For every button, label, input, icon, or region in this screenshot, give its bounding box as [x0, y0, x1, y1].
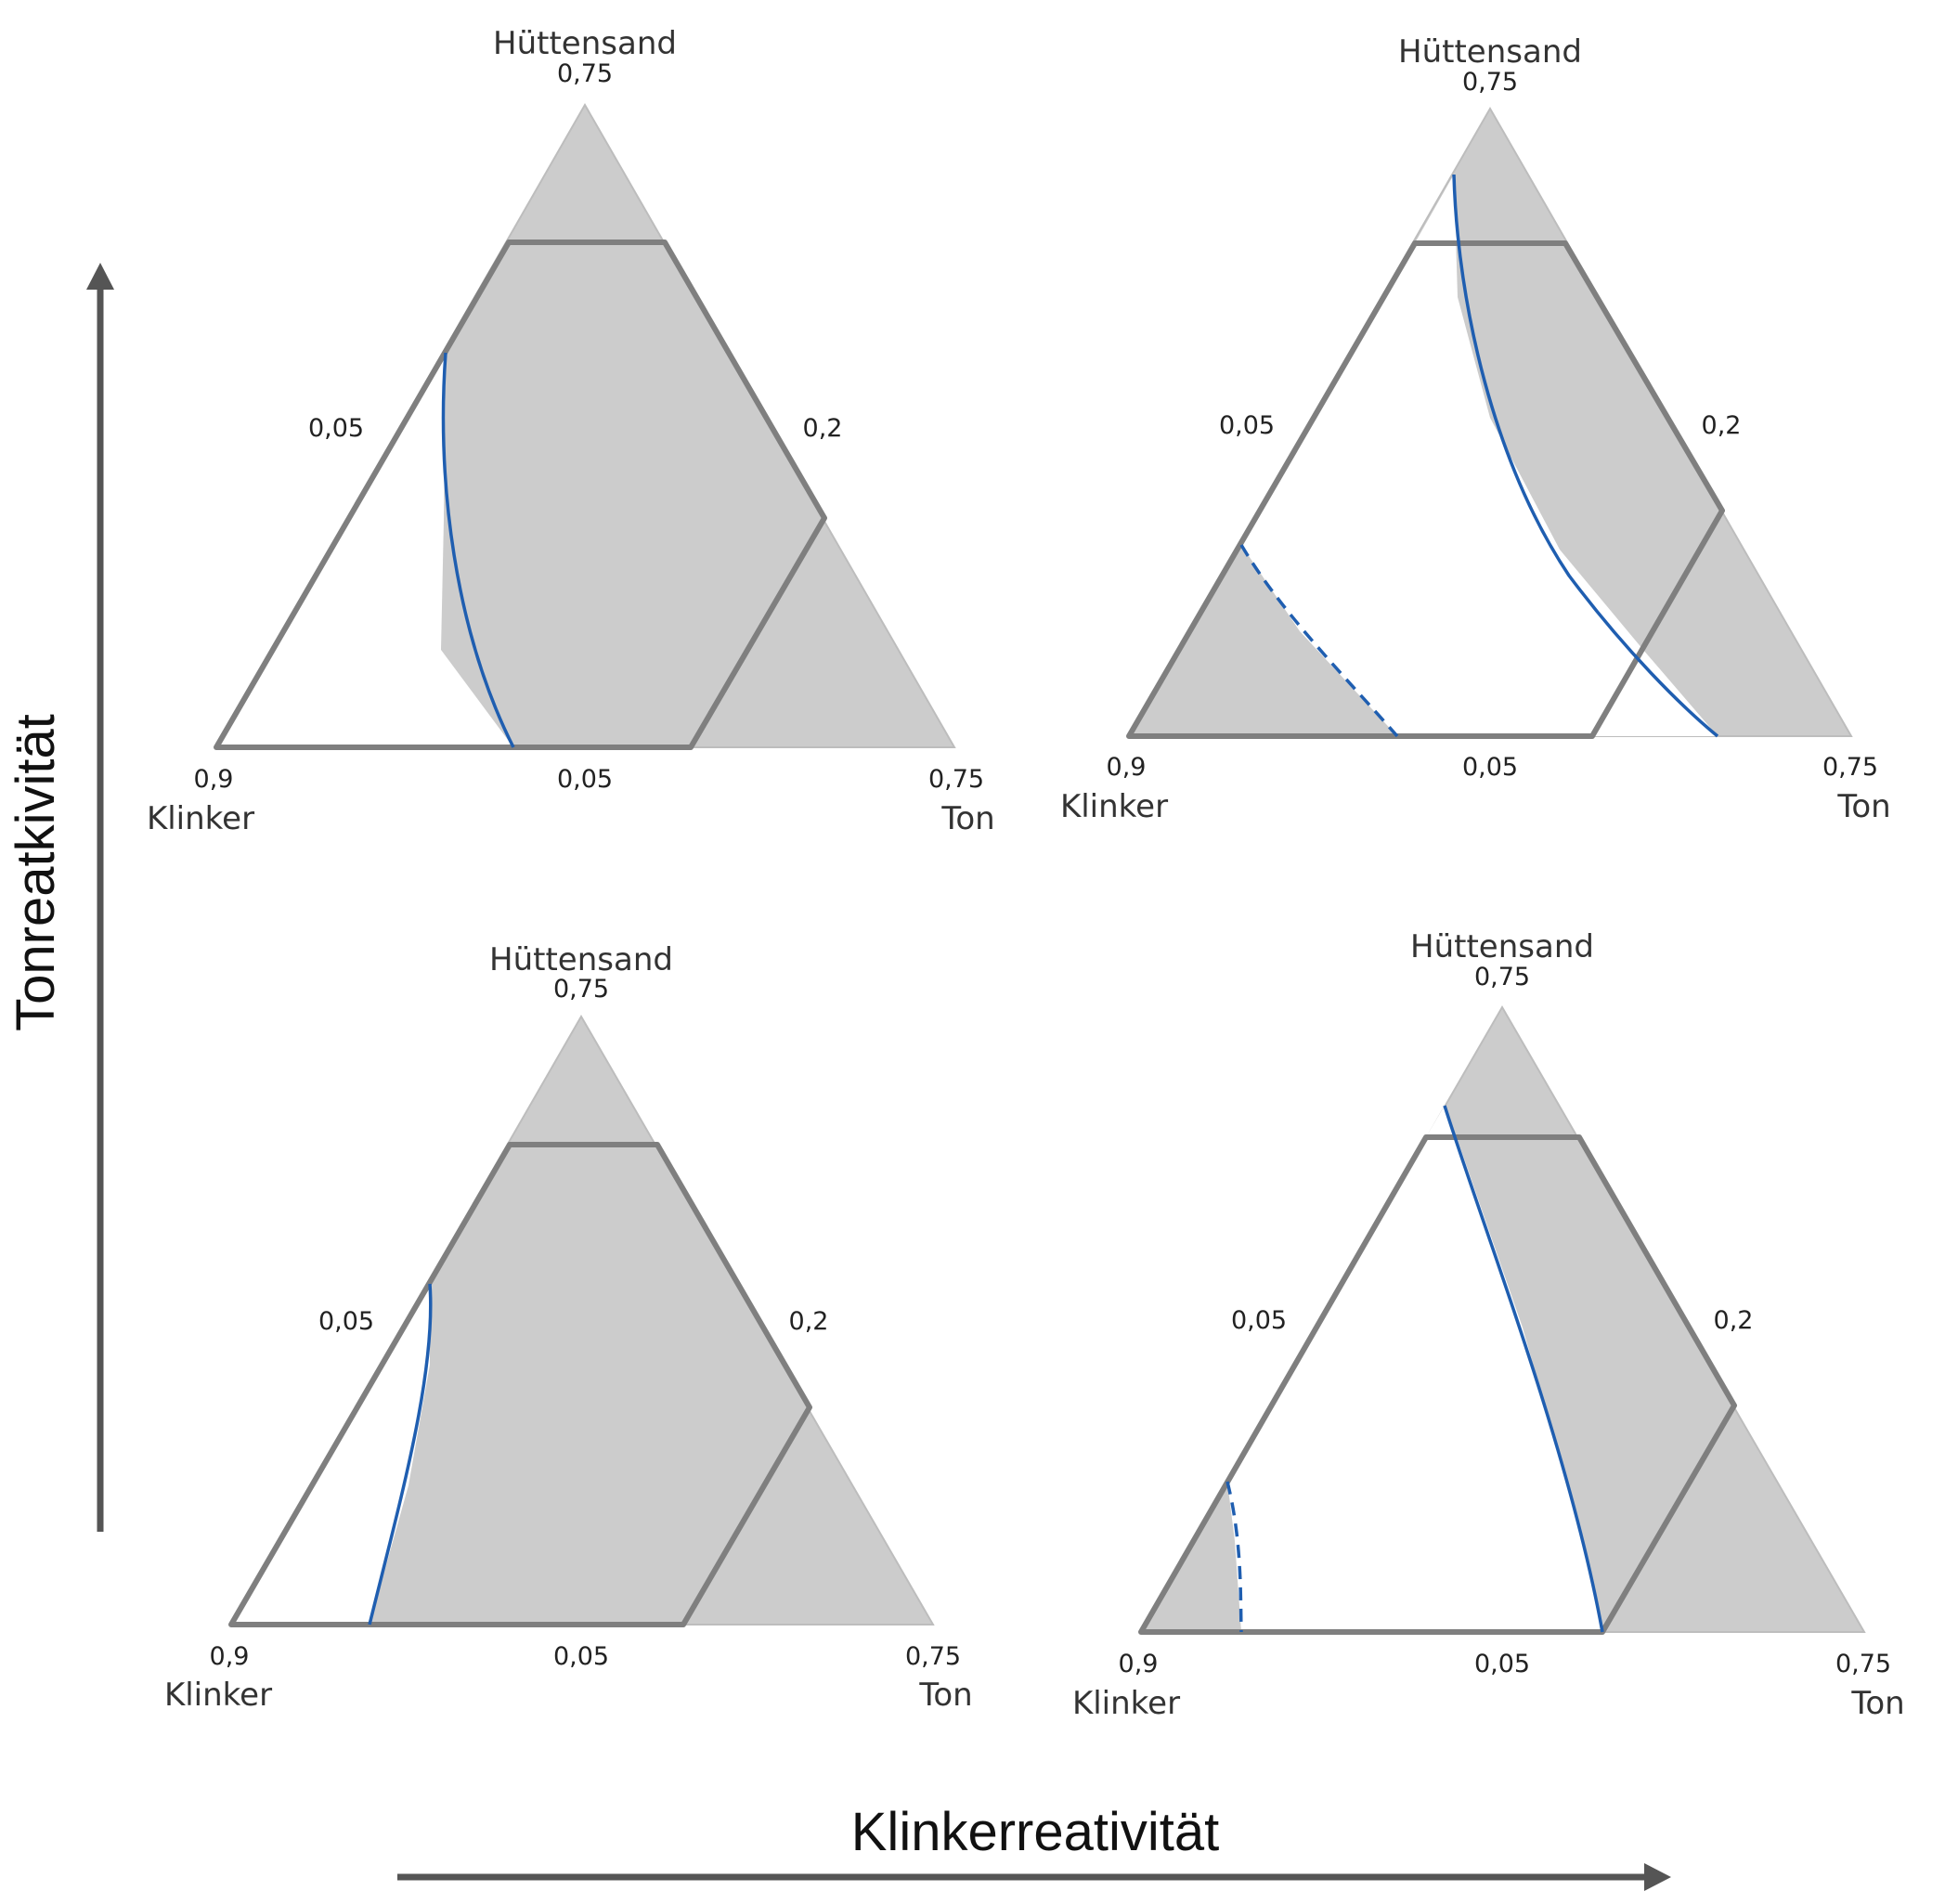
panel-2: Hüttensand 0,75 0,05 0,2 0,9 0,05 0,75 K… [1060, 33, 1891, 825]
feasible-region-boundary [1138, 1134, 1737, 1635]
tick-bottom-left: 0,9 [194, 765, 234, 794]
tick-bottom-right: 0,75 [905, 1642, 961, 1671]
panel-1: Hüttensand 0,75 0,05 0,2 0,9 0,05 0,75 K… [147, 25, 995, 837]
tick-left-edge: 0,05 [318, 1307, 374, 1336]
panel-3: Hüttensand 0,75 0,05 0,2 0,9 0,05 0,75 K… [164, 941, 973, 1714]
tick-bottom-mid: 0,05 [1462, 753, 1518, 782]
vertex-label-left: Klinker [1060, 788, 1168, 825]
tick-left-edge: 0,05 [308, 414, 364, 443]
tick-top: 0,75 [1462, 68, 1518, 97]
tick-bottom-right: 0,75 [1835, 1650, 1891, 1678]
vertex-label-left: Klinker [164, 1677, 272, 1714]
tick-top: 0,75 [553, 975, 609, 1004]
y-axis-title: Tonreatkivität [6, 714, 66, 1031]
tick-right-edge: 0,2 [803, 414, 843, 443]
vertex-label-top: Hüttensand [1410, 928, 1594, 965]
vertex-label-right: Ton [918, 1677, 972, 1714]
x-axis-title: Klinkerreativität [851, 1802, 1219, 1862]
feasible-region-white [216, 350, 513, 747]
tick-bottom-right: 0,75 [928, 765, 984, 794]
tick-left-edge: 0,05 [1231, 1306, 1287, 1335]
limit-curve-dashed [1239, 544, 1399, 738]
tick-bottom-mid: 0,05 [1474, 1650, 1530, 1678]
tick-bottom-right: 0,75 [1822, 753, 1878, 782]
feasible-region-boundary [228, 1142, 812, 1627]
vertex-label-top: Hüttensand [489, 941, 673, 978]
tick-bottom-mid: 0,05 [553, 1642, 609, 1671]
vertex-label-right: Ton [1836, 788, 1890, 825]
limit-curve [1452, 174, 1719, 738]
feasible-region-white [1241, 175, 1643, 736]
tick-left-edge: 0,05 [1219, 411, 1275, 440]
feasible-region-white-tip [1415, 175, 1459, 243]
feasible-region-white-corner [1592, 650, 1718, 736]
tick-bottom-left: 0,9 [1107, 753, 1147, 782]
tick-bottom-left: 0,9 [1119, 1650, 1159, 1678]
y-axis-arrow [86, 263, 114, 1532]
vertex-label-top: Hüttensand [493, 25, 677, 62]
x-axis-arrow [397, 1863, 1671, 1891]
tick-right-edge: 0,2 [1702, 411, 1742, 440]
feasible-region-white [1227, 1106, 1602, 1632]
vertex-label-left: Klinker [1072, 1685, 1180, 1722]
vertex-label-left: Klinker [147, 800, 254, 837]
limit-curve [1443, 1105, 1604, 1633]
vertex-label-right: Ton [940, 800, 994, 837]
vertex-label-right: Ton [1850, 1685, 1904, 1722]
limit-curve-dashed [1225, 1481, 1243, 1633]
limit-curve [441, 352, 515, 748]
panel-4: Hüttensand 0,75 0,05 0,2 0,9 0,05 0,75 K… [1072, 928, 1905, 1722]
limit-curve [368, 1283, 433, 1626]
vertex-label-top: Hüttensand [1398, 33, 1582, 71]
feasible-region-boundary [1126, 240, 1725, 739]
tick-right-edge: 0,2 [1714, 1306, 1754, 1335]
tick-bottom-left: 0,9 [210, 1642, 250, 1671]
tick-top: 0,75 [1474, 963, 1530, 991]
tick-right-edge: 0,2 [789, 1307, 829, 1336]
tick-top: 0,75 [557, 59, 613, 88]
tick-bottom-mid: 0,05 [557, 765, 613, 794]
feasible-region-boundary [214, 240, 827, 750]
